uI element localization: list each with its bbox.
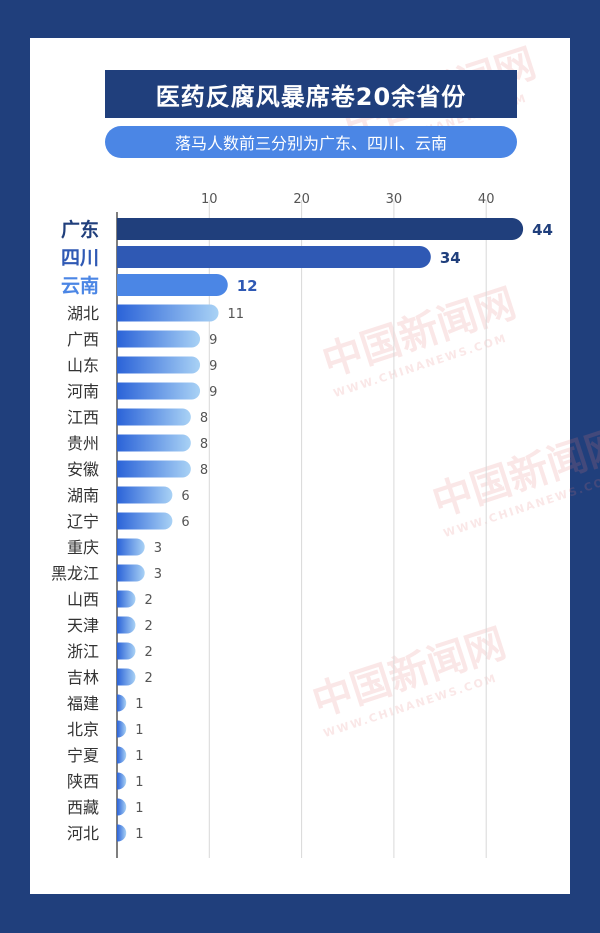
category-label: 黑龙江	[51, 564, 99, 583]
category-label: 辽宁	[67, 512, 99, 531]
bar	[117, 720, 127, 738]
category-label: 河北	[67, 824, 99, 843]
value-label: 8	[200, 437, 208, 452]
category-label: 浙江	[67, 642, 99, 661]
bar	[117, 668, 136, 686]
bar	[117, 824, 127, 842]
value-label: 12	[237, 277, 258, 295]
category-label: 湖南	[67, 486, 99, 505]
bar	[117, 694, 127, 712]
category-label: 广东	[61, 218, 99, 241]
bar	[117, 590, 136, 608]
value-label: 2	[144, 619, 152, 634]
category-label: 西藏	[67, 798, 99, 817]
bar	[117, 486, 173, 504]
category-label: 云南	[61, 275, 99, 297]
bar	[117, 408, 191, 426]
category-label: 山西	[67, 590, 99, 609]
value-label: 1	[135, 775, 143, 790]
value-label: 8	[200, 411, 208, 426]
category-label: 吉林	[67, 668, 99, 687]
category-label: 北京	[67, 720, 99, 739]
category-label: 天津	[67, 616, 99, 635]
category-label: 福建	[67, 694, 99, 713]
category-label: 湖北	[67, 304, 99, 323]
bar	[117, 274, 228, 296]
value-label: 8	[200, 463, 208, 478]
bar	[117, 616, 136, 634]
category-label: 重庆	[67, 538, 99, 557]
category-label: 河南	[67, 382, 99, 401]
bar	[117, 460, 191, 478]
category-label: 广西	[67, 330, 99, 349]
bar	[117, 330, 201, 348]
value-label: 6	[181, 515, 189, 530]
value-label: 3	[154, 541, 162, 556]
bar	[117, 798, 127, 816]
category-label: 陕西	[67, 772, 99, 791]
value-label: 1	[135, 801, 143, 816]
bar	[117, 246, 431, 268]
value-label: 9	[209, 333, 217, 348]
bar	[117, 538, 145, 556]
value-label: 2	[144, 671, 152, 686]
value-label: 11	[228, 307, 245, 322]
bar	[117, 642, 136, 660]
value-label: 1	[135, 697, 143, 712]
bar	[117, 304, 219, 322]
chart-subtitle: 落马人数前三分别为广东、四川、云南	[105, 126, 517, 158]
x-tick-label: 40	[478, 192, 495, 207]
category-label: 江西	[67, 408, 99, 427]
category-label: 四川	[61, 247, 99, 269]
category-label: 贵州	[67, 434, 99, 453]
value-label: 9	[209, 359, 217, 374]
value-label: 2	[144, 645, 152, 660]
bar	[117, 434, 191, 452]
value-label: 1	[135, 723, 143, 738]
x-tick-label: 20	[293, 192, 310, 207]
bar	[117, 382, 201, 400]
value-label: 6	[181, 489, 189, 504]
value-label: 1	[135, 749, 143, 764]
x-tick-label: 10	[201, 192, 218, 207]
bar	[117, 564, 145, 582]
value-label: 34	[440, 249, 461, 267]
x-tick-label: 30	[386, 192, 403, 207]
value-label: 2	[144, 593, 152, 608]
value-label: 44	[532, 221, 553, 239]
bar	[117, 772, 127, 790]
chart-title: 医药反腐风暴席卷20余省份	[105, 70, 517, 118]
bar	[117, 218, 524, 240]
category-label: 山东	[67, 356, 99, 375]
bar	[117, 356, 201, 374]
category-label: 安徽	[67, 460, 99, 479]
value-label: 9	[209, 385, 217, 400]
value-label: 3	[154, 567, 162, 582]
category-label: 宁夏	[67, 746, 99, 765]
value-label: 1	[135, 827, 143, 842]
bar	[117, 512, 173, 530]
bar	[117, 746, 127, 764]
